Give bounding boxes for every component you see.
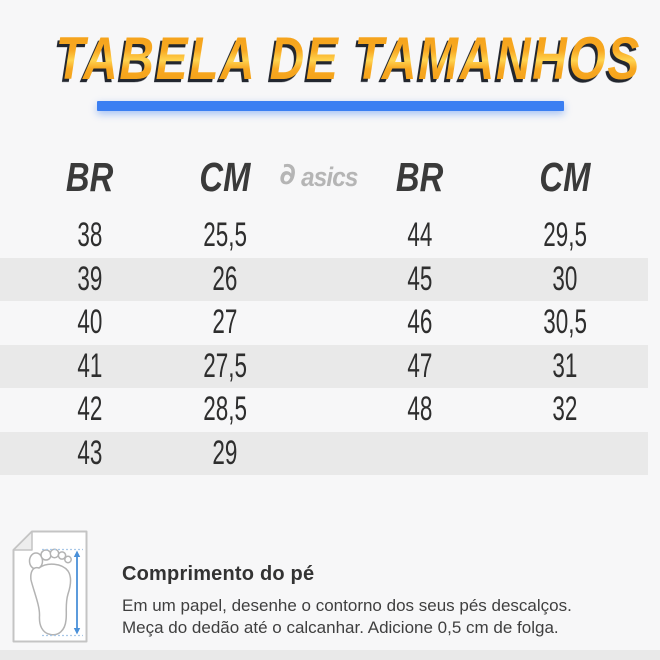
br-size: 48	[407, 390, 433, 429]
cm-size: 28,5	[203, 390, 247, 429]
length-arrow-icon	[42, 548, 83, 637]
cm-size: 32	[552, 390, 578, 429]
br-size: 47	[407, 346, 433, 385]
page-title: TABELA DE TAMANHOS	[0, 25, 660, 93]
header-cm-left: CM	[199, 153, 251, 200]
table-header: BR CM ∂ asics BR CM	[0, 151, 660, 203]
cm-size: 27	[212, 303, 238, 342]
foot-length-heading: Comprimento do pé	[122, 563, 315, 585]
cm-size: 27,5	[203, 346, 247, 385]
foot-measure-icon	[12, 530, 88, 643]
table-row: 40 27 46 30,5	[0, 301, 660, 345]
br-size: 40	[77, 303, 103, 342]
cm-size: 25,5	[203, 216, 247, 255]
cm-size: 26	[212, 259, 238, 298]
br-size	[370, 444, 470, 462]
asics-logo-text: asics	[301, 161, 358, 192]
page-title-text: TABELA DE TAMANHOS	[55, 25, 641, 93]
cm-size: 29	[212, 433, 238, 472]
asics-logo: ∂ asics	[270, 157, 370, 193]
cm-size: 31	[552, 346, 578, 385]
cm-size: 30,5	[543, 303, 587, 342]
br-size: 39	[77, 259, 103, 298]
br-size: 42	[77, 390, 103, 429]
instructions-text: Comprimento do pé Em um papel, desenhe o…	[122, 530, 572, 643]
bottom-border-strip	[0, 650, 660, 660]
measurement-instructions: Comprimento do pé Em um papel, desenhe o…	[0, 530, 660, 643]
instruction-line-2: Meça do dedão até o calcanhar. Adicione …	[122, 617, 559, 637]
table-row: 39 26 45 30	[0, 257, 660, 301]
table-row: 43 29	[0, 431, 660, 475]
header-br-right: BR	[396, 153, 444, 200]
br-size: 38	[77, 216, 103, 255]
title-underline	[96, 101, 564, 111]
header-br-left: BR	[66, 153, 114, 200]
table-row: 41 27,5 47 31	[0, 344, 660, 388]
cm-size: 30	[552, 259, 578, 298]
table-row: 38 25,5 44 29,5	[0, 214, 660, 258]
cm-size	[470, 444, 660, 462]
size-table: 38 25,5 44 29,5 39 26 45 30 40 27 46 30,…	[0, 214, 660, 475]
br-size: 44	[407, 216, 433, 255]
br-size: 46	[407, 303, 433, 342]
br-size: 41	[77, 346, 103, 385]
cm-size: 29,5	[543, 216, 587, 255]
br-size: 45	[407, 259, 433, 298]
br-size: 43	[77, 433, 103, 472]
instruction-line-1: Em um papel, desenhe o contorno dos seus…	[122, 596, 572, 615]
header-cm-right: CM	[539, 153, 591, 200]
asics-spiral-icon: ∂	[279, 157, 296, 192]
table-row: 42 28,5 48 32	[0, 388, 660, 432]
